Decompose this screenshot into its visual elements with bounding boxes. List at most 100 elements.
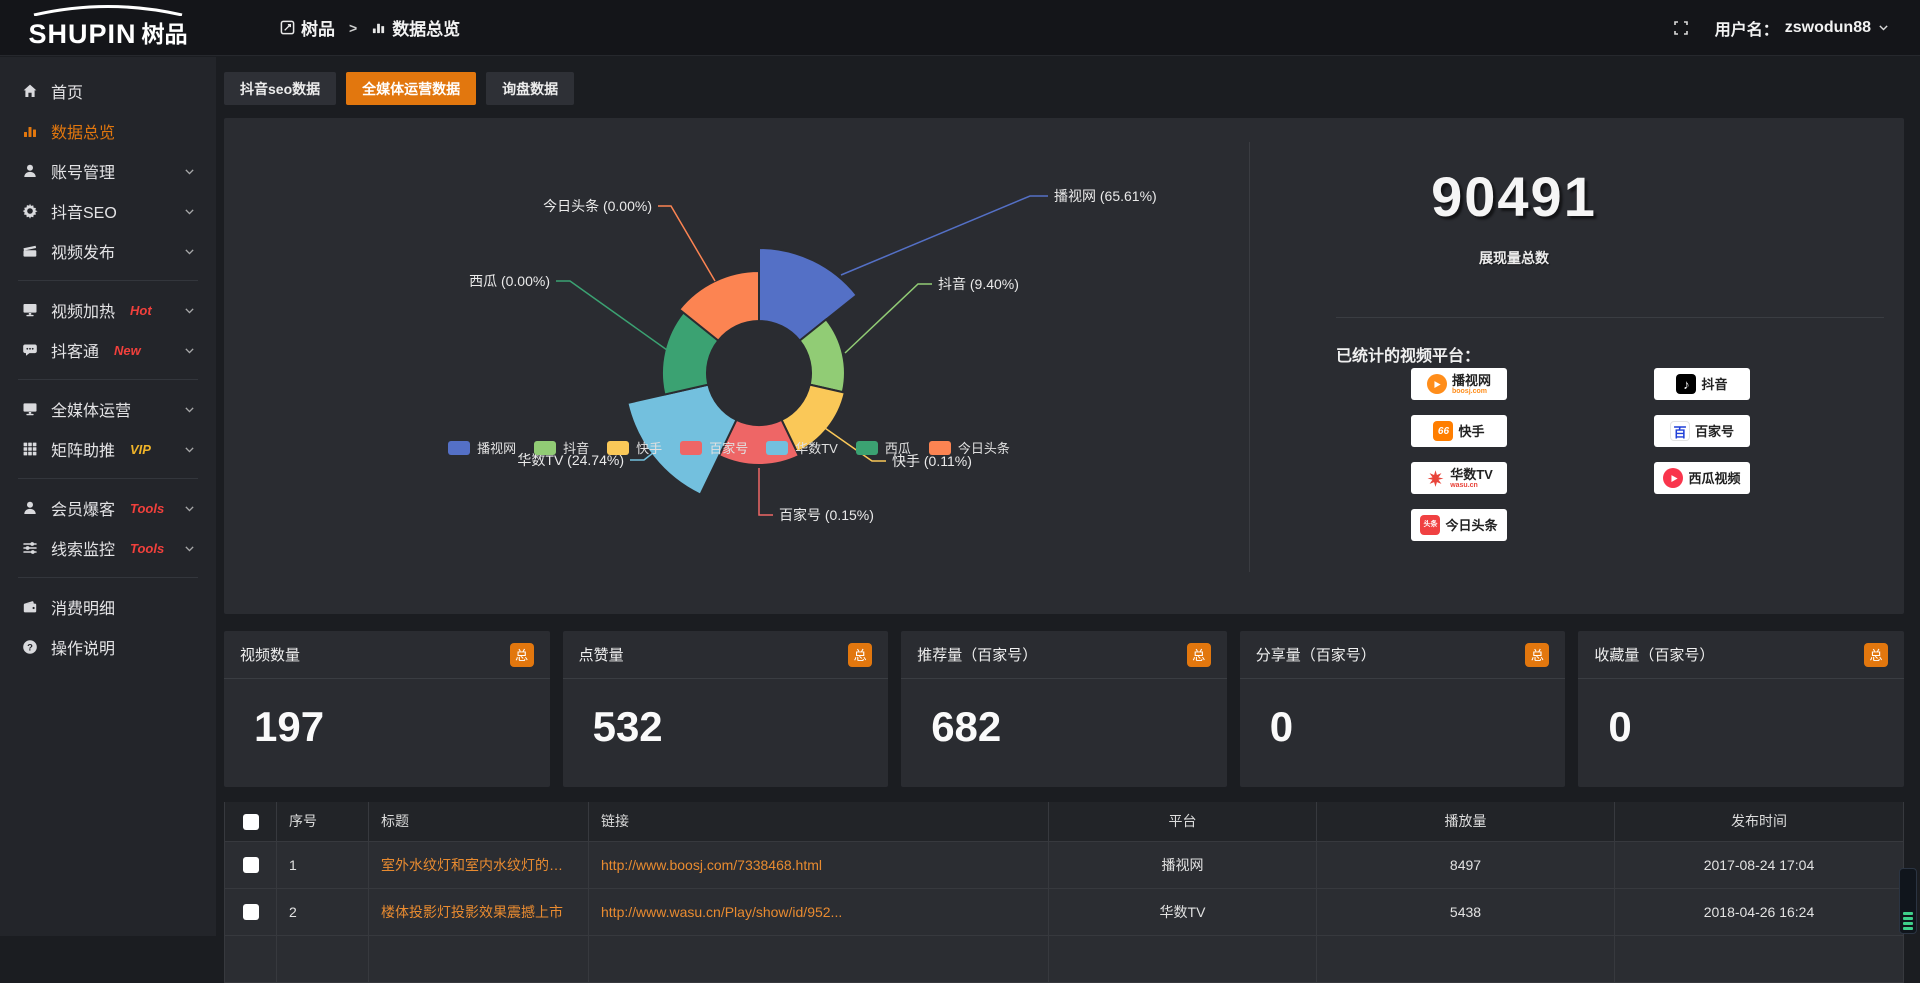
- sidebar-item-label: 抖客通: [51, 338, 99, 362]
- pie-slice-0[interactable]: [759, 248, 857, 341]
- row-title: [369, 935, 589, 982]
- sidebar-item-label: 视频加热: [51, 298, 115, 322]
- gear-icon: [22, 203, 38, 219]
- video-url-link[interactable]: http://www.wasu.cn/Play/show/id/952...: [601, 904, 1036, 920]
- tab-1[interactable]: 全媒体运营数据: [346, 72, 476, 105]
- tab-2[interactable]: 询盘数据: [486, 72, 574, 105]
- sidebar-item-label: 操作说明: [51, 635, 115, 659]
- row-plays: [1317, 935, 1615, 982]
- stat-card-title: 收藏量（百家号）: [1594, 644, 1714, 665]
- pie-label: 抖音 (9.40%): [938, 276, 1019, 292]
- breadcrumb: 树品 > 数据总览: [280, 15, 460, 40]
- row-index: 1: [277, 841, 369, 888]
- total-impressions-label: 展现量总数: [1264, 248, 1764, 268]
- pie-label-line: [759, 468, 773, 515]
- legend-item-3[interactable]: 百家号: [680, 438, 748, 457]
- sidebar-item-douyin-seo[interactable]: 抖音SEO: [0, 191, 216, 231]
- video-url-link[interactable]: http://www.boosj.com/7338468.html: [601, 857, 1036, 873]
- platform-name: 今日头条: [1445, 519, 1497, 532]
- chevron-down-icon[interactable]: [183, 443, 196, 456]
- sidebar-item-label: 矩阵助推: [51, 437, 115, 461]
- legend-label: 西瓜: [885, 438, 911, 457]
- platform-badge-xigua: 西瓜视频: [1654, 462, 1750, 494]
- sidebar-item-account-manage[interactable]: 账号管理: [0, 151, 216, 191]
- chart-panel: 播视网 (65.61%)抖音 (9.40%)快手 (0.11%)百家号 (0.1…: [224, 118, 1904, 614]
- column-header-3: 平台: [1049, 802, 1317, 841]
- row-checkbox[interactable]: [243, 857, 259, 873]
- legend-swatch: [680, 441, 702, 455]
- user-menu[interactable]: 用户名： zswodun88: [1715, 16, 1890, 40]
- sidebar-divider: [18, 577, 198, 578]
- legend-label: 今日头条: [958, 438, 1010, 457]
- select-all-header: [225, 802, 277, 841]
- chevron-down-icon[interactable]: [183, 542, 196, 555]
- pie-label: 今日头条 (0.00%): [543, 198, 652, 214]
- pie-label-line: [845, 284, 932, 353]
- chevron-down-icon[interactable]: [183, 304, 196, 317]
- stat-card-title: 分享量（百家号）: [1256, 644, 1376, 665]
- legend-item-5[interactable]: 西瓜: [856, 438, 911, 457]
- legend-item-4[interactable]: 华数TV: [766, 438, 838, 457]
- total-badge: 总: [1864, 643, 1888, 667]
- platform-name: 西瓜视频: [1688, 472, 1740, 485]
- fullscreen-icon[interactable]: [1673, 20, 1689, 36]
- user-icon: [22, 163, 38, 179]
- sidebar-item-omni-media[interactable]: 全媒体运营: [0, 389, 216, 429]
- column-header-1: 标题: [369, 802, 589, 841]
- platform-badge-douyin: ♪抖音: [1654, 368, 1750, 400]
- douyin-logo-icon: ♪: [1676, 374, 1696, 394]
- monitor-icon: [22, 401, 38, 417]
- chevron-down-icon[interactable]: [183, 344, 196, 357]
- chevron-down-icon[interactable]: [183, 245, 196, 258]
- sidebar-item-label: 账号管理: [51, 159, 115, 183]
- chevron-down-icon[interactable]: [183, 205, 196, 218]
- sidebar-item-data-overview[interactable]: 数据总览: [0, 111, 216, 151]
- chevron-down-icon[interactable]: [183, 165, 196, 178]
- chevron-down-icon[interactable]: [183, 403, 196, 416]
- sidebar-item-video-publish[interactable]: 视频发布: [0, 231, 216, 271]
- select-all-checkbox[interactable]: [243, 814, 259, 830]
- breadcrumb-current[interactable]: 数据总览: [371, 15, 460, 40]
- tab-0[interactable]: 抖音seo数据: [224, 72, 336, 105]
- svg-text:?: ?: [27, 642, 33, 653]
- legend-item-6[interactable]: 今日头条: [929, 438, 1010, 457]
- legend-item-1[interactable]: 抖音: [534, 438, 589, 457]
- chat-icon: [22, 342, 38, 358]
- video-title-link[interactable]: 室外水纹灯和室内水纹灯的区别和简介: [381, 855, 576, 875]
- stat-card-value: 197: [224, 679, 550, 751]
- chevron-down-icon[interactable]: [183, 502, 196, 515]
- top-bar: SHUPIN 树品 树品 > 数据总览 用户名： zswodun88: [0, 0, 1920, 56]
- column-header-5: 发布时间: [1615, 802, 1904, 841]
- baijia-logo-icon: 百: [1670, 421, 1690, 441]
- legend-swatch: [856, 441, 878, 455]
- stat-card-header: 分享量（百家号）总: [1240, 631, 1566, 679]
- pie-label-line: [556, 281, 667, 350]
- sidebar-item-operation-guide[interactable]: ? 操作说明: [0, 627, 216, 667]
- legend-item-0[interactable]: 播视网: [448, 438, 516, 457]
- logo-arc: [28, 4, 188, 16]
- legend-item-2[interactable]: 快手: [607, 438, 662, 457]
- floating-status-widget[interactable]: [1899, 868, 1917, 934]
- stat-card-title: 点赞量: [579, 644, 624, 665]
- app-logo: SHUPIN 树品: [0, 0, 216, 56]
- stat-card-value: 682: [901, 679, 1227, 751]
- sidebar-item-consume-detail[interactable]: 消费明细: [0, 587, 216, 627]
- breadcrumb-app[interactable]: 树品: [280, 15, 335, 40]
- sidebar-item-home[interactable]: 首页: [0, 71, 216, 111]
- video-title-link[interactable]: 楼体投影灯投影效果震撼上市: [381, 902, 576, 922]
- row-platform: 华数TV: [1049, 888, 1317, 935]
- logo-suffix: 树品: [142, 22, 188, 47]
- row-title: 楼体投影灯投影效果震撼上市: [369, 888, 589, 935]
- row-checkbox[interactable]: [243, 904, 259, 920]
